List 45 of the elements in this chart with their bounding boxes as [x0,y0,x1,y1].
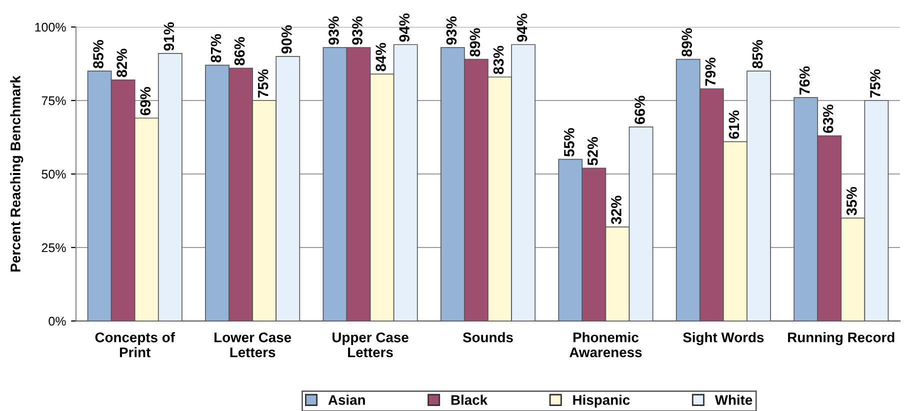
data-label: 66% [634,96,645,124]
data-label: 52% [588,136,598,166]
data-label: 87% [210,34,222,62]
data-label: 76% [799,66,810,95]
data-label: 93% [446,16,457,45]
data-label: 86% [234,37,245,66]
data-label: 89% [682,28,692,57]
data-label: 94% [399,13,410,42]
legend-label: Black [451,394,488,405]
data-label: 63% [822,104,834,133]
data-label: 89% [470,28,480,57]
data-label: 32% [611,196,622,224]
data-label: 79% [705,58,716,86]
y-axis-title: Percent Reaching Benchmark [10,76,24,272]
legend-label: Hispanic [573,394,630,408]
data-label: 61% [728,110,740,139]
data-label: 93% [352,16,362,45]
data-label: 90% [281,25,292,54]
data-label: 82% [116,48,127,78]
data-label: 83% [493,46,504,74]
legend-label: White [714,394,752,405]
data-label: 93% [328,16,339,45]
data-label: 69% [140,86,151,116]
x-tick-label: Phonemic Awareness [570,332,642,358]
y-tick-label: 50% [42,170,66,179]
y-tick-label: 75% [42,96,66,106]
legend-label: Asian [328,394,365,405]
data-label: 85% [93,40,104,68]
x-tick-label: Lower Case Letters [214,332,292,358]
y-tick-label: 25% [42,243,66,252]
x-tick-label: Sounds [462,332,513,342]
y-tick-label: 0% [48,316,66,326]
x-tick-label: Running Record [788,332,894,346]
data-label: 35% [846,186,857,216]
data-label: 85% [752,40,763,68]
x-tick-label: Concepts of Print [95,332,176,358]
data-label: 84% [376,42,386,72]
data-label: 75% [258,69,268,98]
y-tick-label: 100% [35,22,66,32]
data-label: 91% [164,22,174,51]
data-label: 75% [870,69,880,98]
x-tick-label: Sight Words [683,332,764,346]
data-label: 94% [516,13,528,42]
data-label: 55% [564,128,574,156]
x-tick-label: Upper Case Letters [332,332,408,358]
